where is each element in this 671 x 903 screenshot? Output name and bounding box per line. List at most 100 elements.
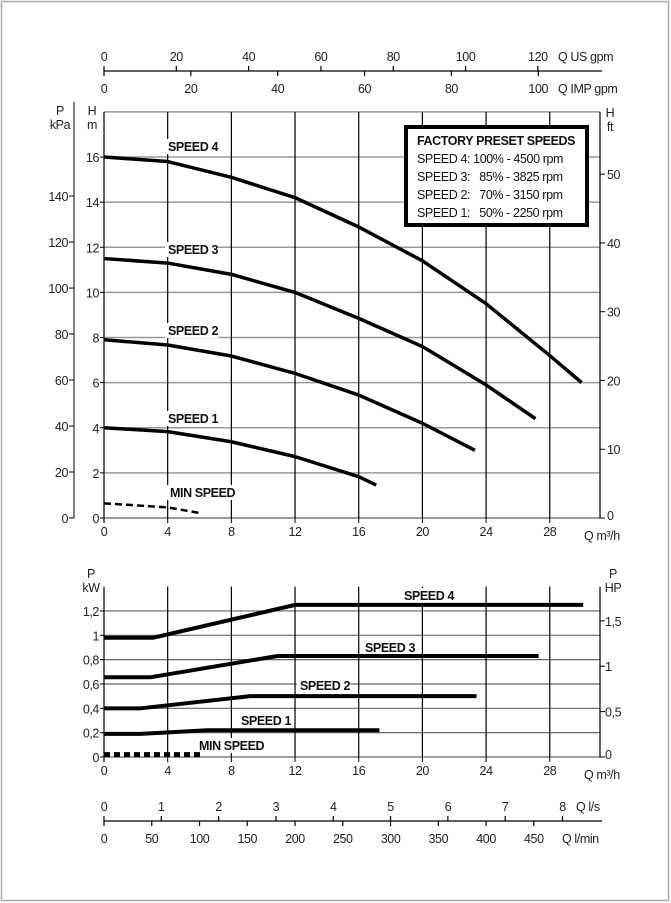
curve-label-bg (297, 678, 351, 693)
kpa-tick-label: 60 (55, 374, 69, 388)
imp-gpm-tick-label: 40 (271, 82, 285, 96)
power-curve-speed-4 (104, 602, 584, 640)
bottom-flow-axes: 0 1 2 3 4 5 6 7 8 0 50 100 150 200 250 300 350 400 450 Q l/… (101, 800, 602, 846)
legend-row-speed-3: SPEED 3: 85% - 3825 rpm (417, 170, 563, 184)
l-per-s-tick-label: 2 (215, 800, 222, 814)
head-curve-label: SPEED 1 (168, 412, 218, 426)
kpa-tick-label: 40 (55, 420, 69, 434)
x-axis-label: Q m³/h (584, 768, 620, 782)
x-tick-label: 28 (543, 525, 557, 539)
x-tick-label: 24 (480, 525, 494, 539)
hp-tick-label: 0,5 (605, 706, 622, 720)
x-tick-label: 16 (352, 764, 366, 778)
x-tick-label: 4 (164, 525, 171, 539)
ft-tick-label: 20 (607, 374, 621, 388)
us-gpm-tick-label: 120 (528, 50, 548, 64)
kpa-tick-label: 100 (48, 282, 68, 296)
ft-tick-label: 50 (607, 168, 621, 182)
us-gpm-axis-label: Q US gpm (558, 50, 613, 64)
head-curve-speed-3 (103, 256, 537, 421)
imp-gpm-tick-label: 20 (184, 82, 198, 96)
imp-gpm-tick-label: 100 (528, 82, 548, 96)
kw-axis-unit: kW (82, 581, 100, 595)
l-per-s-tick-label: 3 (273, 800, 280, 814)
l-per-min-tick-label: 400 (476, 832, 496, 846)
y-tick-label: 0,8 (83, 654, 100, 668)
ft-axis-unit: ft (607, 120, 614, 134)
head-curve-speed-2 (103, 338, 476, 452)
curve-label-bg (165, 411, 219, 426)
y-tick-label: 14 (86, 196, 100, 210)
x-tick-label: 16 (352, 525, 366, 539)
hp-tick-label: 1,5 (605, 615, 622, 629)
hp-tick-label: 1 (605, 660, 612, 674)
curve-label-bg (362, 640, 416, 655)
hp-axis-title: P (609, 567, 617, 581)
h-axis-title: H (88, 104, 97, 118)
y-tick-label: 0,2 (83, 727, 100, 741)
l-per-min-tick-label: 50 (145, 832, 159, 846)
kpa-tick-label: 120 (48, 236, 68, 250)
head-curve-label: SPEED 4 (168, 140, 218, 154)
x-tick-label: 8 (228, 764, 235, 778)
curve-label-bg (165, 323, 219, 338)
power-curve-label: SPEED 2 (300, 679, 350, 693)
l-per-s-tick-label: 0 (101, 800, 108, 814)
y-tick-label: 0,6 (83, 678, 100, 692)
ft-axis-title: H (606, 106, 615, 120)
x-tick-label: 20 (416, 764, 430, 778)
ft-tick-label: 30 (607, 306, 621, 320)
power-curve-label: SPEED 1 (241, 714, 291, 728)
x-axis-label: Q m³/h (584, 529, 620, 543)
kpa-tick-label: 80 (55, 328, 69, 342)
y-tick-label: 16 (86, 151, 100, 165)
y-tick-label: 10 (86, 286, 100, 300)
x-tick-label: 4 (164, 764, 171, 778)
kpa-tick-label: 0 (61, 512, 68, 526)
x-tick-label: 28 (543, 764, 557, 778)
curve-label-bg (165, 139, 219, 154)
us-gpm-tick-label: 80 (387, 50, 401, 64)
l-per-s-tick-label: 8 (559, 800, 566, 814)
kpa-tick-label: 140 (48, 190, 68, 204)
x-tick-label: 0 (101, 764, 108, 778)
hp-axis-unit: HP (605, 581, 622, 595)
y-tick-label: 6 (92, 377, 99, 391)
power-curve-label: MIN SPEED (199, 739, 265, 753)
y-tick-label: 8 (92, 332, 99, 346)
legend-title: FACTORY PRESET SPEEDS (417, 134, 575, 148)
l-per-min-tick-label: 250 (333, 832, 353, 846)
power-chart: 00,20,40,60,811,20 4 8 12 16 20 24 28 Q m³/hPkWP… (82, 567, 622, 782)
l-per-min-tick-label: 150 (237, 832, 257, 846)
us-gpm-tick-label: 60 (314, 50, 328, 64)
us-gpm-tick-label: 0 (101, 50, 108, 64)
x-tick-label: 12 (288, 764, 302, 778)
y-tick-label: 2 (92, 467, 99, 481)
kpa-axis-unit: kPa (50, 118, 71, 132)
imp-gpm-tick-label: 0 (101, 82, 108, 96)
legend-row-speed-4: SPEED 4: 100% - 4500 rpm (417, 152, 563, 166)
head-curve-speed-1 (103, 426, 377, 487)
y-tick-label: 1 (92, 629, 99, 643)
curve-label-bg (167, 485, 236, 500)
l-per-s-tick-label: 1 (158, 800, 165, 814)
x-tick-label: 24 (480, 764, 494, 778)
l-per-s-axis-label: Q l/s (576, 800, 600, 814)
l-per-min-tick-label: 200 (285, 832, 305, 846)
y-tick-label: 0 (92, 751, 99, 765)
us-gpm-tick-label: 20 (170, 50, 184, 64)
head-chart: 0 4 8 12 16 20 24 28 Q m³/h024681012141602040608… (48, 101, 621, 543)
l-per-min-tick-label: 100 (190, 832, 210, 846)
power-curve-label: SPEED 4 (404, 589, 454, 603)
head-curve-label: SPEED 2 (168, 324, 218, 338)
us-gpm-tick-label: 40 (242, 50, 256, 64)
us-gpm-tick-label: 100 (456, 50, 476, 64)
l-per-s-tick-label: 5 (387, 800, 394, 814)
legend-box (404, 125, 589, 227)
imp-gpm-axis-label: Q IMP gpm (558, 82, 617, 96)
curve-label-bg (238, 713, 292, 728)
x-tick-label: 12 (288, 525, 302, 539)
l-per-min-tick-label: 350 (428, 832, 448, 846)
l-per-min-axis-label: Q l/min (562, 832, 599, 846)
